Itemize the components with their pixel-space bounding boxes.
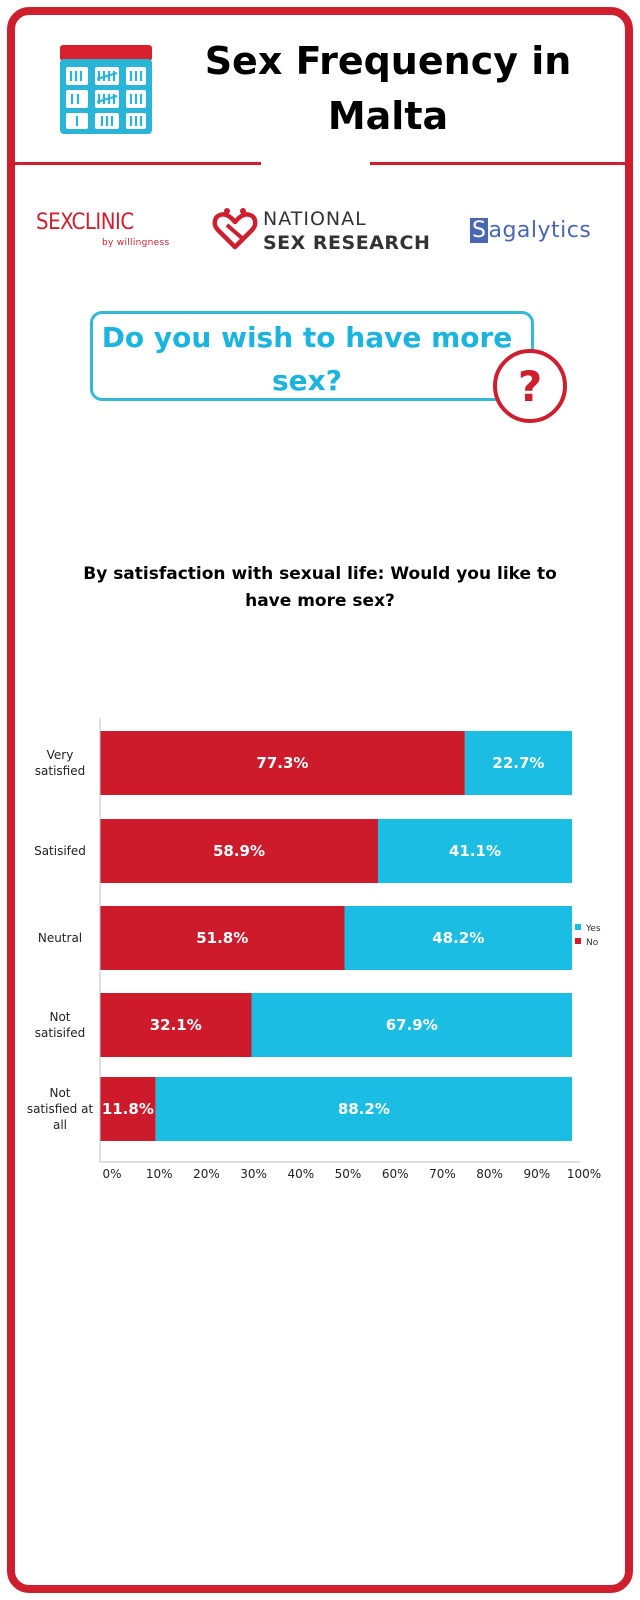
data-label-yes-4: 88.2% <box>338 1100 390 1118</box>
bar-yes-4 <box>155 1077 573 1141</box>
page-title: Sex Frequency in Malta <box>204 39 572 138</box>
data-label-no-1: 58.9% <box>213 842 265 860</box>
bar-no-3 <box>100 993 252 1057</box>
category-label-2: Neutral <box>38 931 82 945</box>
data-label-no-3: 32.1% <box>150 1016 202 1034</box>
data-label-yes-3: 67.9% <box>386 1016 438 1034</box>
legend-label-no: No <box>586 938 599 948</box>
x-tick-label-6: 60% <box>382 1167 409 1181</box>
question-mark-circle-icon: ? <box>493 349 567 423</box>
sagalytics-logo-initial: S <box>470 218 489 243</box>
sagalytics-logo-rest: agalytics <box>488 218 592 243</box>
x-tick-label-7: 70% <box>429 1167 456 1181</box>
bar-yes-0 <box>464 731 572 795</box>
national-sex-research-logo-line2: SEX RESEARCH <box>263 232 431 254</box>
x-tick-label-1: 10% <box>146 1167 173 1181</box>
bar-yes-3 <box>251 993 572 1057</box>
data-label-yes-0: 22.7% <box>492 754 544 772</box>
svg-text:?: ? <box>518 362 542 411</box>
sagalytics-logo: Sagalytics <box>470 218 591 243</box>
x-tick-label-10: 100% <box>567 1167 601 1181</box>
category-label-1: Satisifed <box>34 844 86 858</box>
bar-yes-1 <box>378 819 572 883</box>
x-tick-label-3: 30% <box>240 1167 267 1181</box>
category-label-3: Not satisifed <box>35 1010 85 1040</box>
sexclinic-logo: SEXCLINIC <box>36 210 134 235</box>
frame-border <box>7 7 633 1593</box>
data-label-yes-2: 48.2% <box>432 929 484 947</box>
legend-swatch-yes <box>575 924 581 930</box>
x-tick-label-0: 0% <box>102 1167 121 1181</box>
bar-no-1 <box>100 819 379 883</box>
sexclinic-logo-sub: by willingness <box>102 238 170 248</box>
stacked-bar-chart: 77.3% 22.7% Very satisfied 58.9% 41.1% Satisif… <box>27 718 601 1181</box>
question-box <box>90 311 534 401</box>
bar-no-2 <box>100 906 345 970</box>
bar-no-4 <box>100 1077 156 1141</box>
data-label-no-0: 77.3% <box>256 754 308 772</box>
question-text: Do you wish to have more sex? <box>101 321 513 397</box>
category-label-0: Very satisfied <box>35 748 85 778</box>
legend-swatch-no <box>575 938 581 944</box>
x-tick-label-8: 80% <box>476 1167 503 1181</box>
legend-label-yes: Yes <box>585 924 601 934</box>
data-label-no-4: 11.8% <box>102 1100 154 1118</box>
heart-icon <box>212 208 258 250</box>
sexclinic-logo-clinic: CLINIC <box>71 210 135 235</box>
category-label-4: Not satisfied at all <box>27 1086 94 1132</box>
x-tick-label-9: 90% <box>523 1167 550 1181</box>
header-divider-left <box>15 162 261 165</box>
x-tick-label-2: 20% <box>193 1167 220 1181</box>
header-divider-right <box>370 162 625 165</box>
x-tick-label-5: 50% <box>335 1167 362 1181</box>
calendar-icon <box>60 45 152 134</box>
data-label-no-2: 51.8% <box>196 929 248 947</box>
data-label-yes-1: 41.1% <box>449 842 501 860</box>
sexclinic-logo-sex: SEX <box>36 210 72 235</box>
chart-title: By satisfaction with sexual life: Would … <box>83 564 557 611</box>
x-tick-label-4: 40% <box>287 1167 314 1181</box>
national-sex-research-logo-line1: NATIONAL <box>263 208 367 230</box>
bar-no-0 <box>100 731 465 795</box>
bar-yes-2 <box>344 906 572 970</box>
